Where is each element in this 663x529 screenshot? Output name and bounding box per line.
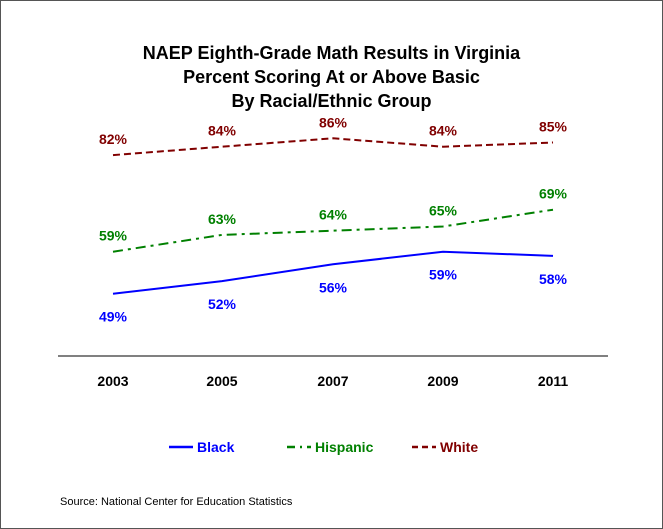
x-tick-label: 2005 xyxy=(206,373,237,389)
legend-label-hispanic: Hispanic xyxy=(315,439,374,455)
x-tick-label: 2011 xyxy=(538,373,569,389)
data-label-black: 49% xyxy=(99,309,128,325)
x-tick-label: 2009 xyxy=(427,373,458,389)
data-label-black: 56% xyxy=(319,279,348,295)
chart-title-line-3: By Racial/Ethnic Group xyxy=(231,91,432,111)
data-label-white: 86% xyxy=(319,114,348,130)
data-label-hispanic: 59% xyxy=(99,228,128,244)
data-label-white: 84% xyxy=(429,123,458,139)
legend-label-white: White xyxy=(440,439,478,455)
chart-title-line-1: NAEP Eighth-Grade Math Results in Virgin… xyxy=(142,43,521,63)
data-label-white: 82% xyxy=(99,131,128,147)
data-label-hispanic: 63% xyxy=(208,211,237,227)
x-tick-label: 2007 xyxy=(317,373,348,389)
chart-title-line-2: Percent Scoring At or Above Basic xyxy=(183,67,480,87)
data-label-black: 59% xyxy=(429,267,458,283)
series-line-black xyxy=(112,250,554,295)
series-line-hispanic xyxy=(112,208,554,253)
data-label-white: 85% xyxy=(539,119,568,135)
data-label-white: 84% xyxy=(208,123,237,139)
data-label-black: 58% xyxy=(539,271,568,287)
data-label-hispanic: 69% xyxy=(539,186,568,202)
data-label-black: 52% xyxy=(208,296,237,312)
data-label-hispanic: 64% xyxy=(319,207,348,223)
series-line-white xyxy=(112,137,554,157)
source-note: Source: National Center for Education St… xyxy=(60,496,293,508)
data-label-hispanic: 65% xyxy=(429,203,458,219)
legend-label-black: Black xyxy=(197,439,235,455)
x-tick-label: 2003 xyxy=(97,373,128,389)
